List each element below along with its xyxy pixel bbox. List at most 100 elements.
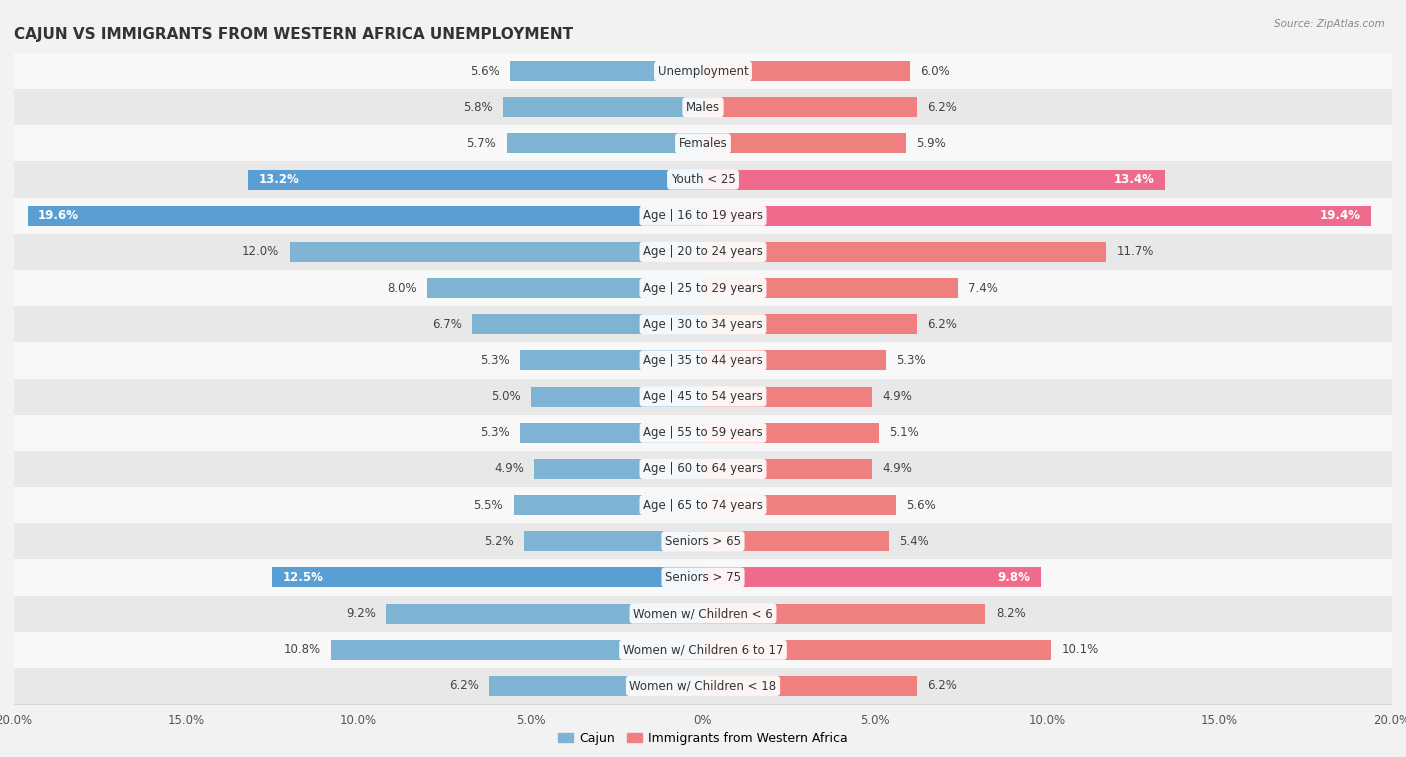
- Text: 5.2%: 5.2%: [484, 534, 513, 548]
- Text: 11.7%: 11.7%: [1116, 245, 1154, 258]
- Bar: [703, 314, 917, 334]
- Text: 4.9%: 4.9%: [494, 463, 524, 475]
- Bar: [489, 676, 703, 696]
- Text: 5.5%: 5.5%: [474, 499, 503, 512]
- Text: 8.0%: 8.0%: [388, 282, 418, 294]
- Text: 5.6%: 5.6%: [470, 64, 499, 77]
- Bar: [14, 523, 1392, 559]
- Text: 5.3%: 5.3%: [896, 354, 925, 367]
- Bar: [14, 89, 1392, 126]
- Bar: [503, 98, 703, 117]
- Text: 19.4%: 19.4%: [1320, 209, 1361, 223]
- Bar: [513, 495, 703, 515]
- Text: 10.8%: 10.8%: [284, 643, 321, 656]
- Text: Women w/ Children < 18: Women w/ Children < 18: [630, 680, 776, 693]
- Text: 5.6%: 5.6%: [907, 499, 936, 512]
- Bar: [249, 170, 703, 189]
- Text: 10.1%: 10.1%: [1062, 643, 1098, 656]
- Text: Seniors > 65: Seniors > 65: [665, 534, 741, 548]
- Bar: [273, 568, 703, 587]
- Text: 5.3%: 5.3%: [481, 426, 510, 439]
- Bar: [14, 198, 1392, 234]
- Bar: [510, 61, 703, 81]
- Bar: [703, 495, 896, 515]
- Text: 6.2%: 6.2%: [927, 680, 956, 693]
- Bar: [14, 631, 1392, 668]
- Text: Age | 16 to 19 years: Age | 16 to 19 years: [643, 209, 763, 223]
- Bar: [703, 350, 886, 370]
- Bar: [14, 378, 1392, 415]
- Text: Source: ZipAtlas.com: Source: ZipAtlas.com: [1274, 19, 1385, 29]
- Bar: [506, 133, 703, 154]
- Bar: [531, 387, 703, 407]
- Bar: [14, 234, 1392, 270]
- Bar: [14, 415, 1392, 451]
- Bar: [703, 98, 917, 117]
- Bar: [387, 603, 703, 624]
- Bar: [14, 342, 1392, 378]
- Bar: [330, 640, 703, 659]
- Text: Age | 45 to 54 years: Age | 45 to 54 years: [643, 390, 763, 403]
- Text: 9.8%: 9.8%: [997, 571, 1031, 584]
- Text: 6.0%: 6.0%: [920, 64, 950, 77]
- Text: Age | 30 to 34 years: Age | 30 to 34 years: [643, 318, 763, 331]
- Bar: [703, 676, 917, 696]
- Text: Unemployment: Unemployment: [658, 64, 748, 77]
- Text: 5.0%: 5.0%: [491, 390, 520, 403]
- Bar: [427, 278, 703, 298]
- Bar: [14, 487, 1392, 523]
- Text: CAJUN VS IMMIGRANTS FROM WESTERN AFRICA UNEMPLOYMENT: CAJUN VS IMMIGRANTS FROM WESTERN AFRICA …: [14, 27, 574, 42]
- Text: 5.9%: 5.9%: [917, 137, 946, 150]
- Text: Women w/ Children < 6: Women w/ Children < 6: [633, 607, 773, 620]
- Text: 6.7%: 6.7%: [432, 318, 461, 331]
- Bar: [534, 459, 703, 479]
- Bar: [703, 170, 1164, 189]
- Text: 9.2%: 9.2%: [346, 607, 375, 620]
- Text: Age | 20 to 24 years: Age | 20 to 24 years: [643, 245, 763, 258]
- Bar: [703, 531, 889, 551]
- Text: 5.4%: 5.4%: [900, 534, 929, 548]
- Text: Age | 65 to 74 years: Age | 65 to 74 years: [643, 499, 763, 512]
- Bar: [703, 242, 1107, 262]
- Bar: [703, 61, 910, 81]
- Bar: [290, 242, 703, 262]
- Text: Age | 35 to 44 years: Age | 35 to 44 years: [643, 354, 763, 367]
- Text: 13.4%: 13.4%: [1114, 173, 1154, 186]
- Bar: [472, 314, 703, 334]
- Bar: [703, 387, 872, 407]
- Text: 5.3%: 5.3%: [481, 354, 510, 367]
- Text: 5.1%: 5.1%: [889, 426, 918, 439]
- Bar: [520, 423, 703, 443]
- Bar: [14, 668, 1392, 704]
- Text: 5.8%: 5.8%: [463, 101, 494, 114]
- Bar: [14, 161, 1392, 198]
- Bar: [14, 596, 1392, 631]
- Bar: [14, 451, 1392, 487]
- Bar: [14, 53, 1392, 89]
- Bar: [703, 568, 1040, 587]
- Text: 6.2%: 6.2%: [927, 101, 956, 114]
- Text: Youth < 25: Youth < 25: [671, 173, 735, 186]
- Bar: [703, 278, 957, 298]
- Text: 8.2%: 8.2%: [995, 607, 1025, 620]
- Text: 6.2%: 6.2%: [927, 318, 956, 331]
- Text: 6.2%: 6.2%: [450, 680, 479, 693]
- Bar: [14, 559, 1392, 596]
- Text: Females: Females: [679, 137, 727, 150]
- Bar: [14, 306, 1392, 342]
- Text: 5.7%: 5.7%: [467, 137, 496, 150]
- Text: Males: Males: [686, 101, 720, 114]
- Text: 12.0%: 12.0%: [242, 245, 280, 258]
- Text: Age | 55 to 59 years: Age | 55 to 59 years: [643, 426, 763, 439]
- Bar: [703, 133, 907, 154]
- Text: 7.4%: 7.4%: [969, 282, 998, 294]
- Bar: [703, 459, 872, 479]
- Text: 13.2%: 13.2%: [259, 173, 299, 186]
- Bar: [703, 423, 879, 443]
- Text: Seniors > 75: Seniors > 75: [665, 571, 741, 584]
- Text: Age | 60 to 64 years: Age | 60 to 64 years: [643, 463, 763, 475]
- Bar: [703, 640, 1050, 659]
- Text: 12.5%: 12.5%: [283, 571, 323, 584]
- Legend: Cajun, Immigrants from Western Africa: Cajun, Immigrants from Western Africa: [553, 727, 853, 750]
- Bar: [14, 126, 1392, 161]
